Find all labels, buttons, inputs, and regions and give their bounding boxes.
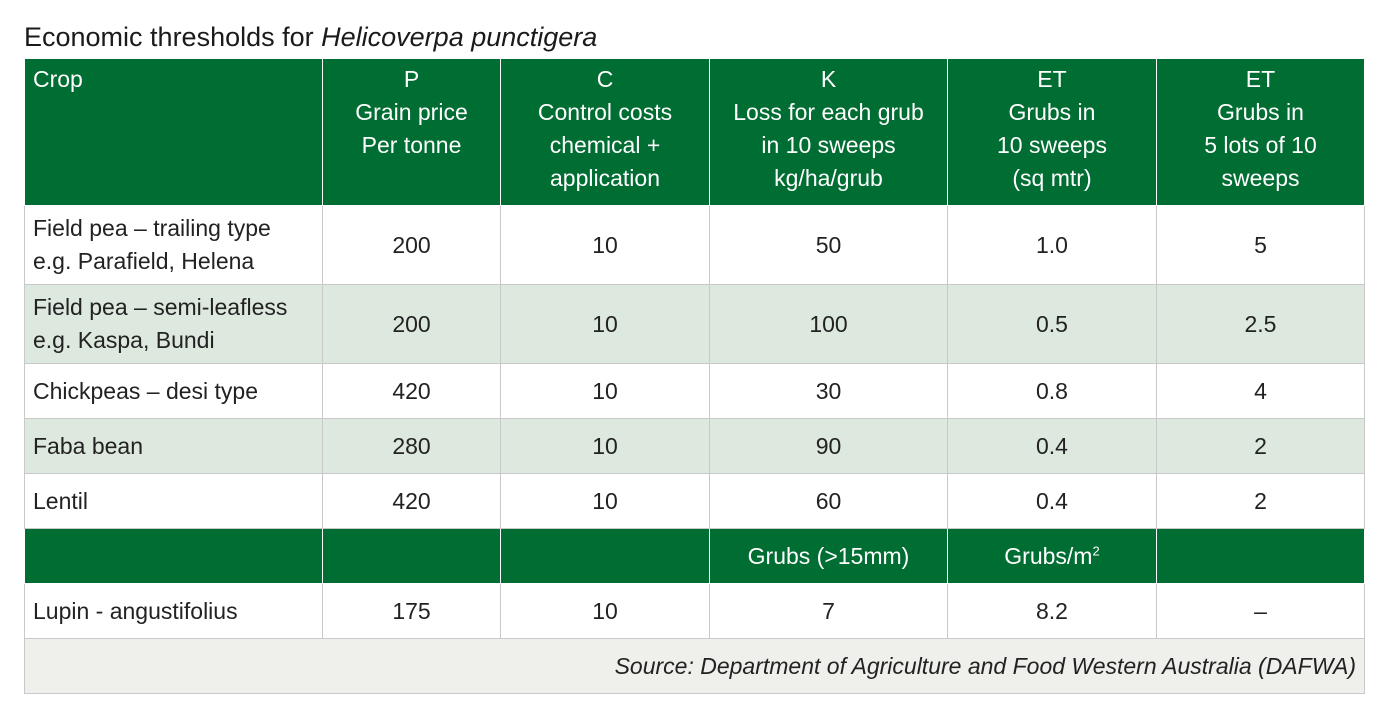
grain-price-cell: 280 [322, 418, 501, 474]
et-sweeps-cell: 0.8 [947, 363, 1157, 419]
header-grain-price: P Grain price Per tonne [322, 58, 501, 206]
crop-cell: Field pea – trailing type e.g. Parafield,… [24, 205, 323, 285]
header-line: in 10 sweeps [761, 132, 896, 158]
header-line: 10 sweeps [997, 132, 1107, 158]
crop-cell: Lentil [24, 473, 323, 529]
control-cost-cell: 10 [500, 205, 710, 285]
subheader-unit-sup: 2 [1092, 542, 1100, 558]
subheader-grubs-size: Grubs (>15mm) [709, 528, 948, 584]
control-cost-cell: 10 [500, 284, 710, 364]
header-crop: Crop [24, 58, 323, 206]
subheader-unit: Grubs/m [1004, 542, 1093, 569]
grain-price-cell: 200 [322, 205, 501, 285]
header-line: Control costs [537, 99, 673, 125]
title-prefix: Economic thresholds for [24, 22, 322, 52]
table-row-lupin: Lupin - angustifolius 175 10 7 8.2 – [24, 583, 1365, 639]
header-line: kg/ha/grub [774, 165, 883, 191]
header-line: Grain price [355, 99, 468, 125]
header-et-10-sweeps: ET Grubs in 10 sweeps (sq mtr) [947, 58, 1157, 206]
et-sweeps-cell: 0.5 [947, 284, 1157, 364]
crop-cell: Field pea – semi-leafless e.g. Kaspa, Bun… [24, 284, 323, 364]
header-line: (sq mtr) [1012, 165, 1092, 191]
grain-price-cell: 420 [322, 363, 501, 419]
crop-cell: Chickpeas – desi type [24, 363, 323, 419]
header-row: Crop P Grain price Per tonne C Control c… [24, 58, 1365, 206]
subheader-empty-cell [24, 528, 323, 584]
loss-cell: 60 [709, 473, 948, 529]
crop-cell: Lupin - angustifolius [24, 583, 323, 639]
subheader-empty-cell [500, 528, 710, 584]
crop-variety: e.g. Kaspa, Bundi [33, 327, 215, 353]
crop-name: Field pea – semi-leafless [33, 294, 288, 320]
header-line: K [820, 66, 837, 92]
header-line: C [596, 66, 614, 92]
subheader-grubs-per-m2: Grubs/m2 [947, 528, 1157, 584]
et-lots-cell: 5 [1156, 205, 1365, 285]
subheader-empty-cell [1156, 528, 1365, 584]
crop-name: Field pea – trailing type [33, 215, 271, 241]
header-control-costs: C Control costs chemical + application [500, 58, 710, 206]
control-cost-cell: 10 [500, 473, 710, 529]
et-lots-cell: – [1156, 583, 1365, 639]
loss-cell: 30 [709, 363, 948, 419]
header-line: ET [1037, 66, 1067, 92]
et-lots-cell: 4 [1156, 363, 1365, 419]
header-et-5-lots: ET Grubs in 5 lots of 10 sweeps [1156, 58, 1365, 206]
et-sweeps-cell: 1.0 [947, 205, 1157, 285]
header-line: P [403, 66, 420, 92]
loss-cell: 50 [709, 205, 948, 285]
table-row: Lentil 420 10 60 0.4 2 [24, 473, 1365, 529]
header-line: application [550, 165, 660, 191]
control-cost-cell: 10 [500, 418, 710, 474]
header-line: ET [1245, 66, 1276, 92]
table-title: Economic thresholds for Helicoverpa punc… [24, 20, 597, 54]
table-row: Chickpeas – desi type 420 10 30 0.8 4 [24, 363, 1365, 419]
grain-price-cell: 420 [322, 473, 501, 529]
table-row: Faba bean 280 10 90 0.4 2 [24, 418, 1365, 474]
header-line: Grubs in [1217, 99, 1304, 125]
et-sweeps-cell: 8.2 [947, 583, 1157, 639]
header-loss-per-grub: K Loss for each grub in 10 sweeps kg/ha/… [709, 58, 948, 206]
grain-price-cell: 175 [322, 583, 501, 639]
title-species: Helicoverpa punctigera [321, 22, 598, 52]
loss-cell: 7 [709, 583, 948, 639]
table-row: Field pea – semi-leafless e.g. Kaspa, Bun… [24, 284, 1365, 364]
et-lots-cell: 2 [1156, 473, 1365, 529]
grain-price-cell: 200 [322, 284, 501, 364]
subheader-empty-cell [322, 528, 501, 584]
crop-cell: Faba bean [24, 418, 323, 474]
header-line: chemical + [549, 132, 661, 158]
et-lots-cell: 2.5 [1156, 284, 1365, 364]
table-row: Field pea – trailing type e.g. Parafield,… [24, 205, 1365, 285]
header-line: Loss for each grub [733, 99, 924, 125]
control-cost-cell: 10 [500, 363, 710, 419]
crop-variety: e.g. Parafield, Helena [33, 248, 255, 274]
loss-cell: 90 [709, 418, 948, 474]
economic-thresholds-table: Crop P Grain price Per tonne C Control c… [24, 58, 1365, 694]
et-sweeps-cell: 0.4 [947, 418, 1157, 474]
lupin-subheader-row: Grubs (>15mm) Grubs/m2 [24, 528, 1365, 584]
header-line: Per tonne [361, 132, 462, 158]
et-sweeps-cell: 0.4 [947, 473, 1157, 529]
header-line: Grubs in [1008, 99, 1096, 125]
source-note: Source: Department of Agriculture and Fo… [24, 638, 1365, 694]
header-line: 5 lots of 10 [1204, 132, 1317, 158]
source-row: Source: Department of Agriculture and Fo… [24, 638, 1365, 694]
et-lots-cell: 2 [1156, 418, 1365, 474]
header-crop-line: Crop [33, 66, 83, 92]
header-line: sweeps [1221, 165, 1300, 191]
loss-cell: 100 [709, 284, 948, 364]
control-cost-cell: 10 [500, 583, 710, 639]
